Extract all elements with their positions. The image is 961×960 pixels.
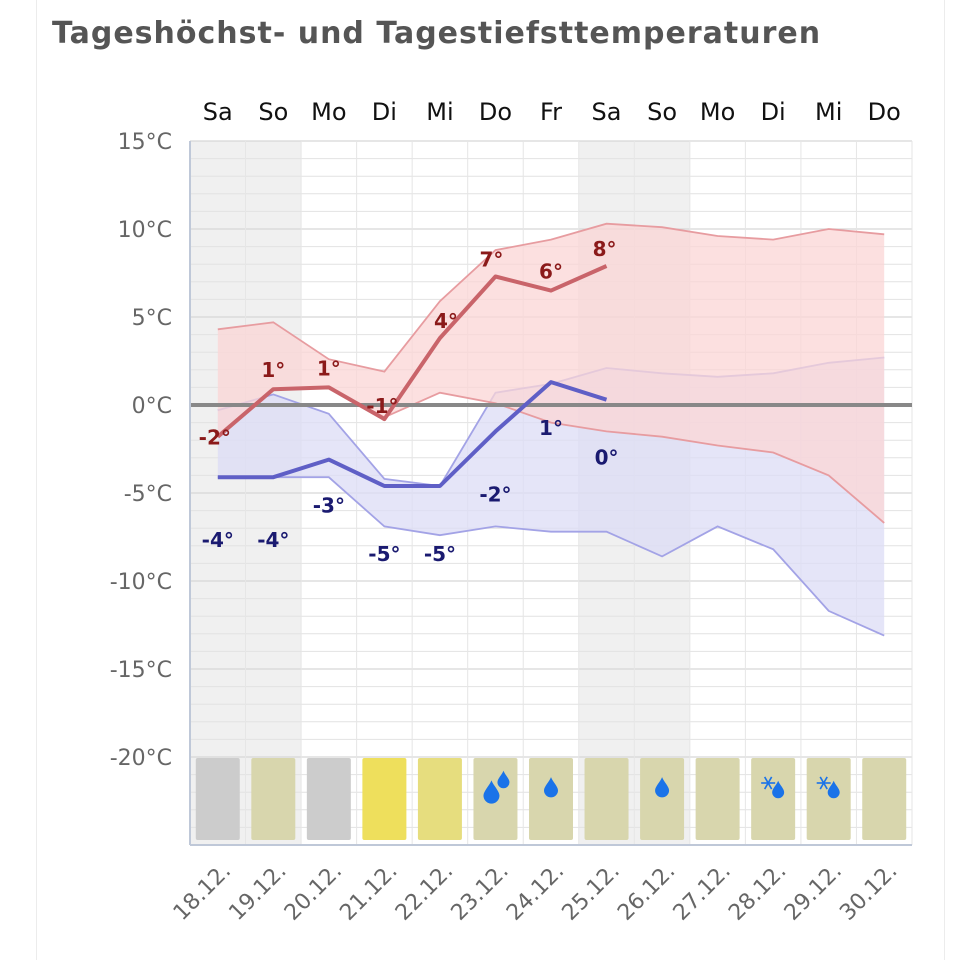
snowflake-stroke [819, 776, 828, 790]
right-edge-line [944, 0, 945, 960]
weekday-label: Di [761, 98, 786, 126]
weather-icon-none [251, 758, 296, 840]
weather-tile [806, 758, 851, 840]
min-temp-label: 0° [595, 446, 619, 470]
min-temp-label: 1° [539, 416, 563, 440]
date-tick-label: 18.12. [169, 859, 236, 926]
y-tick-label: 5°C [132, 306, 172, 331]
weekday-label: Mi [815, 98, 842, 126]
date-tick-label: 26.12. [613, 859, 680, 926]
weather-icon-none [862, 758, 907, 840]
max-temp-label: 6° [539, 260, 563, 284]
weather-tile [584, 758, 629, 840]
max-temp-label: 7° [480, 248, 504, 272]
min-temp-label: -5° [368, 542, 400, 566]
min-temp-label: -4° [257, 528, 289, 552]
weekday-label: Fr [540, 98, 562, 126]
max-temp-label: -1° [366, 394, 398, 418]
weekday-label: Sa [592, 98, 622, 126]
weather-tile [695, 758, 740, 840]
min-temp-label: -3° [313, 494, 345, 518]
weather-icon-rain [529, 758, 573, 840]
weather-icon-none [584, 758, 629, 840]
weather-icon-rain [640, 758, 685, 840]
y-tick-label: -10°C [110, 570, 172, 595]
raindrop-icon [655, 777, 670, 798]
max-temperature-line [216, 264, 608, 439]
left-edge-line [36, 0, 37, 960]
raindrop-icon [772, 780, 785, 799]
date-tick-label: 23.12. [447, 859, 514, 926]
weekday-label: So [258, 98, 288, 126]
min-temp-label: -4° [202, 528, 234, 552]
weather-tile [751, 758, 796, 840]
date-tick-label: 20.12. [280, 859, 347, 926]
max-range-band-fill [217, 223, 885, 523]
max-temp-label: 1° [261, 358, 285, 382]
weather-icon-none [417, 758, 462, 840]
date-tick-label: 19.12. [224, 859, 291, 926]
date-tick-label: 21.12. [335, 859, 402, 926]
min-temperature-line [217, 380, 608, 488]
raindrop-icon [497, 770, 510, 789]
weather-icon-none [195, 758, 240, 840]
chart-title: Tageshöchst- und Tagestiefsttemperaturen [52, 16, 822, 51]
y-tick-label: 15°C [118, 130, 172, 155]
weather-icon-heavy-rain [473, 758, 518, 840]
weather-tile [417, 758, 462, 840]
weather-tile [862, 758, 907, 840]
raindrop-icon [544, 777, 558, 798]
weekday-label: Di [372, 98, 397, 126]
y-tick-label: 0°C [132, 394, 172, 419]
weekday-label: Do [479, 98, 512, 126]
weather-tile [251, 758, 296, 840]
max-range-band-upper-edge [217, 222, 885, 373]
weather-tile [362, 758, 407, 840]
date-tick-label: 28.12. [724, 859, 791, 926]
raindrop-icon [827, 780, 840, 799]
weekday-label: Do [868, 98, 901, 126]
y-tick-label: -20°C [110, 746, 172, 771]
weather-tile [529, 758, 573, 840]
y-tick-label: -15°C [110, 658, 172, 683]
snowflake-stroke [763, 776, 773, 790]
weekday-label: Mi [426, 98, 453, 126]
min-temp-label: -2° [479, 482, 511, 506]
y-tick-label: 10°C [118, 218, 172, 243]
weather-icon-none [362, 758, 407, 840]
date-tick-label: 27.12. [669, 859, 736, 926]
date-tick-label: 29.12. [780, 859, 847, 926]
y-tick-label: -5°C [124, 482, 172, 507]
weather-icon-snow-rain [751, 758, 796, 840]
min-range-band-lower-edge [217, 476, 885, 637]
weather-tile [306, 758, 351, 840]
weather-tile [195, 758, 240, 840]
date-tick-label: 24.12. [502, 859, 569, 926]
max-temp-label: 4° [434, 309, 458, 333]
raindrop-icon [483, 780, 500, 804]
date-tick-label: 25.12. [558, 859, 625, 926]
weather-icon-snow-rain [806, 758, 851, 840]
weekday-label: Mo [311, 98, 346, 126]
weather-tile [640, 758, 685, 840]
weather-icon-none [695, 758, 740, 840]
min-temp-label: -5° [424, 542, 456, 566]
max-temp-label: 8° [593, 237, 617, 261]
weekday-label: Sa [203, 98, 233, 126]
max-temp-label: 1° [317, 356, 341, 380]
weekday-label: So [647, 98, 677, 126]
date-tick-label: 22.12. [391, 859, 458, 926]
max-temp-label: -2° [199, 426, 231, 450]
date-tick-label: 30.12. [835, 859, 902, 926]
weekday-label: Mo [700, 98, 735, 126]
weather-icon-none [306, 758, 351, 840]
